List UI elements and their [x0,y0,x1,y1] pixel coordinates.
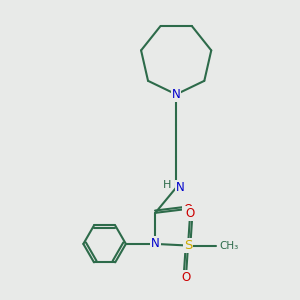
Text: CH₃: CH₃ [220,241,239,250]
Text: O: O [185,207,194,220]
Text: N: N [151,237,160,250]
Text: H: H [163,180,171,190]
Text: N: N [176,181,184,194]
Text: O: O [182,271,191,284]
Text: N: N [172,88,181,101]
Text: S: S [184,239,192,252]
Text: O: O [183,203,193,216]
